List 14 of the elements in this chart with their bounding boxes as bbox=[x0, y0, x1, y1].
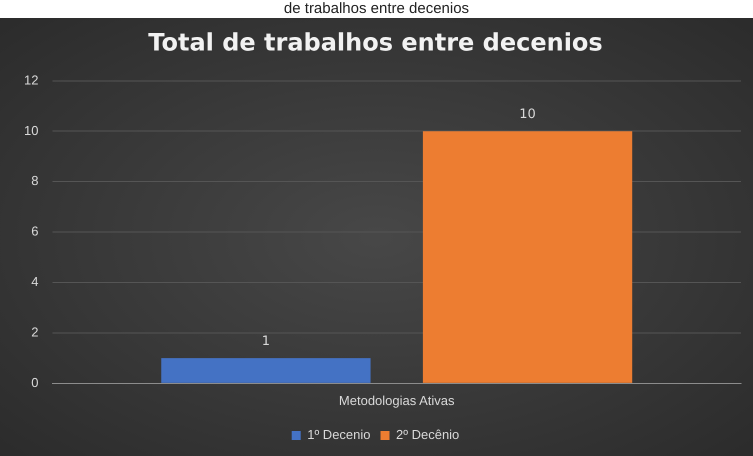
y-tick-label: 6 bbox=[31, 224, 38, 239]
chart-title: Total de trabalhos entre decenios bbox=[148, 28, 603, 57]
y-tick-label: 8 bbox=[31, 173, 38, 188]
y-tick-label: 4 bbox=[31, 274, 38, 290]
y-tick-label: 2 bbox=[31, 324, 38, 340]
y-tick-label: 10 bbox=[24, 122, 38, 138]
x-tick-label: Metodologias Ativas bbox=[338, 392, 456, 408]
legend-label: 2º Decênio bbox=[396, 427, 460, 442]
y-tick-label: 12 bbox=[24, 72, 38, 88]
y-tick-label: 0 bbox=[31, 374, 38, 390]
data-label: 1 bbox=[262, 334, 270, 350]
text: de trabalhos entre decenios bbox=[282, 0, 470, 18]
data-label: 10 bbox=[519, 107, 536, 122]
legend-label: 1º Decenio bbox=[307, 427, 371, 442]
